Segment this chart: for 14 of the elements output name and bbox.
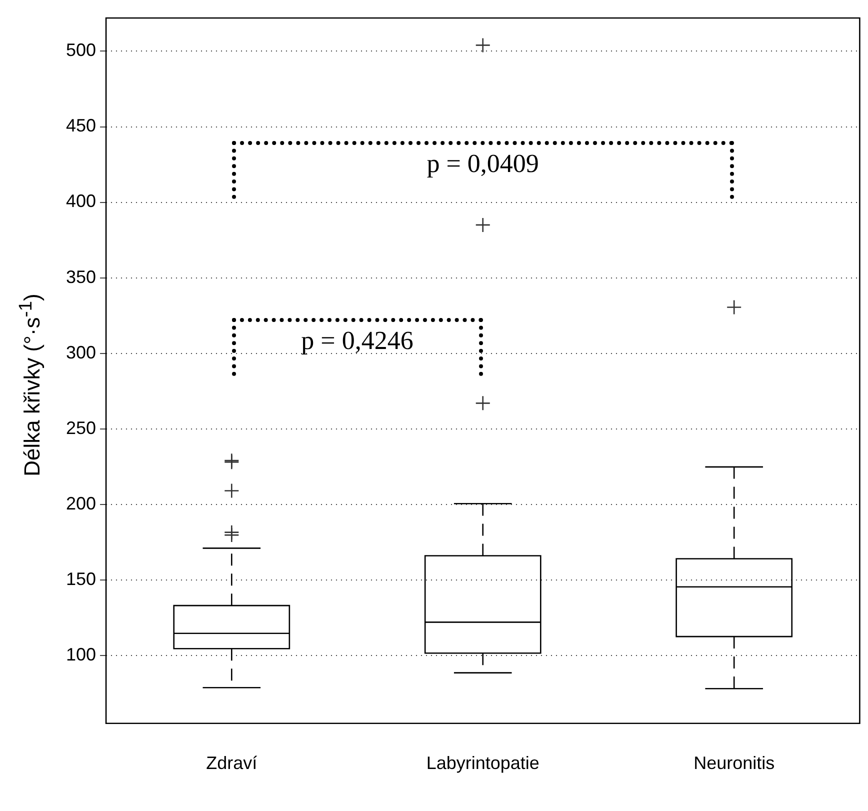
y-tick-label: 300 (66, 342, 96, 362)
y-tick-label: 100 (66, 644, 96, 664)
y-tick-label: 400 (66, 191, 96, 212)
y-tick-label: 350 (66, 266, 96, 287)
y-tick-label: 500 (66, 40, 96, 60)
y-tick-label: 450 (66, 116, 96, 136)
x-tick-label: Zdraví (206, 753, 258, 774)
x-tick-label: Labyrintopatie (426, 753, 540, 774)
y-tick-label: 150 (66, 568, 96, 589)
x-tick-label: Neuronitis (694, 753, 775, 774)
annotation: p = 0,0409 (426, 149, 539, 180)
y-tick-label: 200 (66, 493, 96, 514)
y-tick-label: 250 (66, 418, 96, 438)
annotation: p = 0,4246 (301, 326, 414, 356)
